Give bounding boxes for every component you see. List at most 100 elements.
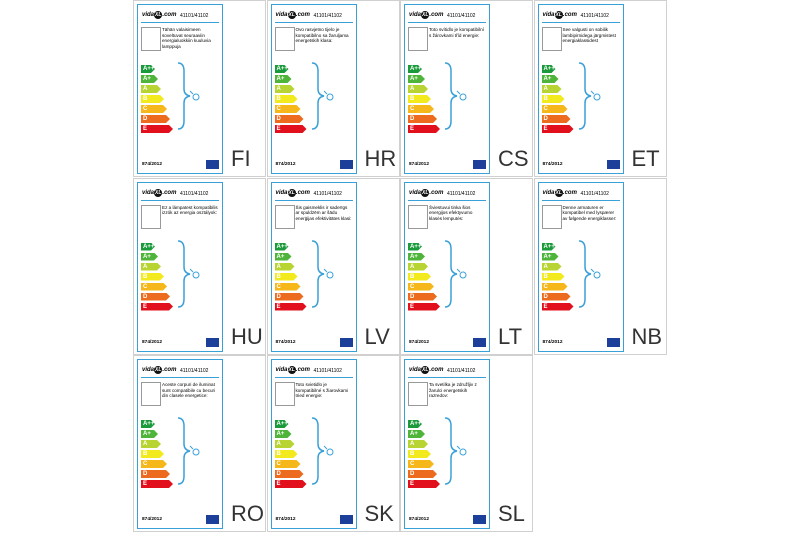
energy-class: C — [141, 460, 167, 468]
brand-part: vida — [542, 189, 555, 196]
brace-icon — [578, 239, 600, 308]
compatibility-text: Ez a lámpatest kompatibilis izzók az ene… — [162, 204, 218, 216]
energy-class: A+ — [275, 253, 292, 261]
energy-class: C — [275, 460, 301, 468]
brace-icon — [177, 62, 200, 130]
energy-class: D — [542, 293, 571, 301]
brand-part: XL — [554, 188, 563, 197]
brand-logo: vida XL .com — [142, 188, 176, 197]
label-cell: vida XL .com 41101/41102 Ta svetilka je zdru… — [400, 355, 533, 532]
lamp-icon — [408, 204, 428, 229]
brand-part: .com — [162, 12, 177, 18]
eu-flag — [339, 337, 353, 347]
brand-logo: vida XL .com — [409, 11, 443, 19]
language-code: LT — [498, 323, 523, 349]
label-cell: vida XL .com 41101/41102 Aceste corpuri de i… — [133, 355, 266, 532]
product-code: 41101/41102 — [447, 368, 476, 374]
energy-class: A++ — [276, 421, 288, 427]
compatibility-text: Toto svietidlo je kompatibilné s žiarovk… — [295, 382, 349, 399]
regulation: 874/2012 — [142, 339, 163, 345]
brace-icon — [444, 239, 467, 308]
energy-class: A+ — [542, 75, 559, 83]
energy-label: vida XL .com 41101/41102 Ez a lámpatest komp… — [137, 181, 223, 352]
energy-class: A+ — [408, 430, 425, 438]
language-code: FI — [231, 146, 251, 171]
lamp-icon — [541, 204, 562, 229]
separator — [541, 199, 620, 201]
brand-part: XL — [154, 188, 163, 197]
energy-class: D — [408, 115, 437, 123]
brand-logo: vida XL .com — [409, 188, 443, 197]
energy-class: A+ — [275, 430, 292, 438]
energy-class: C — [275, 283, 301, 291]
product-code: 41101/41102 — [180, 13, 209, 19]
brace-icon — [444, 417, 467, 485]
brace-icon — [177, 417, 200, 485]
regulation: 874/2012 — [409, 339, 430, 345]
regulation: 874/2012 — [142, 517, 163, 522]
energy-class: B — [408, 95, 431, 103]
brand-logo: vida XL .com — [142, 11, 176, 19]
regulation: 874/2012 — [142, 162, 163, 167]
eu-flag — [606, 160, 620, 169]
lamp-icon — [408, 27, 428, 51]
energy-label: vida XL .com 41101/41102 Tähän valaisimeen s… — [137, 4, 223, 174]
brand-part: XL — [421, 11, 430, 19]
energy-class: D — [141, 115, 170, 123]
energy-class: A+ — [141, 75, 158, 83]
brace-icon — [444, 62, 467, 130]
energy-class: B — [408, 450, 431, 458]
energy-class: D — [542, 115, 571, 123]
regulation: 874/2012 — [275, 339, 296, 345]
eu-flag — [339, 160, 353, 169]
brand-part: vida — [275, 189, 288, 196]
energy-class: C — [408, 460, 434, 468]
energy-class: E — [275, 125, 307, 133]
label-cell: vida XL .com 41101/41102 Ez a lámpatest komp… — [133, 177, 266, 355]
energy-class: E — [275, 480, 307, 488]
energy-label: vida XL .com 41101/41102 Ta svetilka je zdru… — [404, 359, 490, 529]
language-code: RO — [231, 501, 264, 526]
brand-part: XL — [421, 366, 430, 374]
brand-part: vida — [542, 12, 555, 18]
energy-class: A — [408, 440, 428, 448]
compatibility-text: Ta svetilka je združljiv z žarulci energ… — [429, 382, 477, 399]
product-code: 41101/41102 — [313, 368, 342, 374]
energy-class: C — [141, 105, 167, 113]
lamp-icon — [141, 382, 161, 406]
energy-class: A+ — [408, 75, 425, 83]
eu-flag — [473, 160, 486, 169]
separator — [141, 199, 219, 201]
lamp-icon — [408, 382, 428, 406]
brand-part: .com — [295, 189, 310, 196]
brand-logo: vida XL .com — [276, 11, 310, 19]
separator — [408, 377, 486, 378]
product-code: 41101/41102 — [313, 190, 342, 197]
brand-part: vida — [142, 189, 155, 196]
energy-class: B — [542, 95, 565, 103]
brand-part: .com — [162, 367, 177, 373]
product-code: 41101/41102 — [447, 190, 476, 197]
brand-part: .com — [429, 12, 444, 18]
lamp-icon — [541, 27, 562, 51]
brand-part: vida — [142, 12, 155, 18]
brace-icon — [311, 417, 333, 485]
label-cell: vida XL .com 41101/41102 See valgusti on sob… — [533, 0, 667, 177]
energy-class: B — [408, 273, 431, 281]
energy-class: A++ — [410, 421, 422, 427]
energy-class: A++ — [276, 243, 288, 250]
energy-class: A+ — [141, 253, 158, 261]
energy-class: D — [408, 293, 437, 301]
energy-class: D — [275, 293, 304, 301]
energy-class: E — [542, 303, 574, 311]
product-code: 41101/41102 — [313, 13, 342, 19]
eu-flag — [473, 515, 486, 524]
separator — [274, 377, 353, 378]
brand-part: XL — [287, 11, 296, 19]
regulation: 874/2012 — [542, 339, 563, 345]
brand-logo: vida XL .com — [409, 366, 443, 374]
energy-label: vida XL .com 41101/41102 Ovo rasvjetno tijel… — [270, 4, 357, 174]
energy-label: vida XL .com 41101/41102 Aceste corpuri de i… — [137, 359, 223, 529]
brace-icon — [311, 62, 333, 130]
